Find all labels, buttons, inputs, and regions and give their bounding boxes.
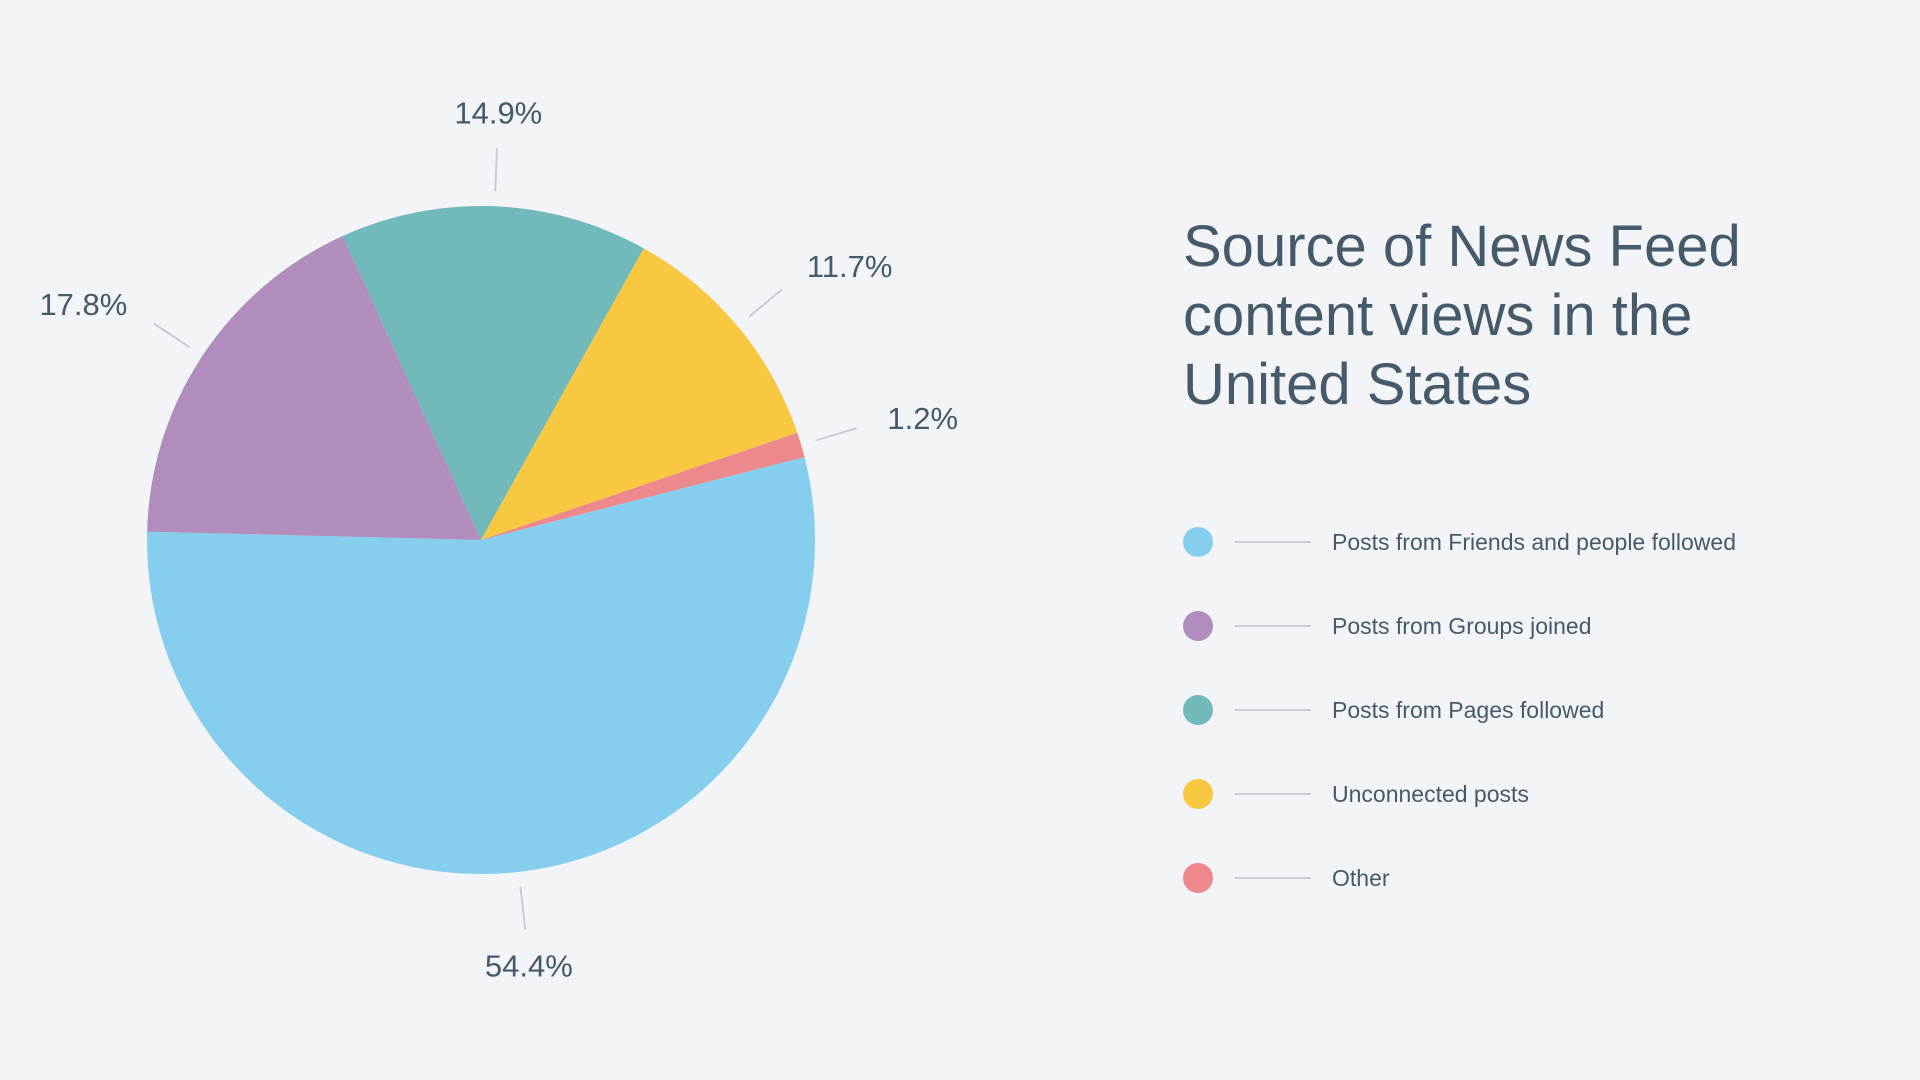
leader-line-other bbox=[815, 427, 858, 442]
pie-slice-unconnected bbox=[481, 248, 798, 540]
legend-swatch bbox=[1183, 527, 1213, 557]
pie-slice-friends bbox=[147, 456, 816, 875]
legend-connector-line bbox=[1235, 625, 1311, 627]
legend-label: Other bbox=[1332, 864, 1390, 891]
data-label-groups: 17.8% bbox=[39, 287, 127, 322]
legend-item-pages: Posts from Pages followed bbox=[1183, 668, 1736, 752]
data-label-pages: 14.9% bbox=[454, 95, 542, 130]
chart-title: Source of News Feed content views in the… bbox=[1183, 214, 1741, 417]
legend-swatch bbox=[1183, 611, 1213, 641]
legend: Posts from Friends and people followed P… bbox=[1183, 500, 1736, 920]
legend-label: Unconnected posts bbox=[1332, 780, 1529, 807]
leader-line-friends bbox=[519, 886, 527, 930]
legend-label: Posts from Pages followed bbox=[1332, 696, 1605, 723]
leader-line-groups bbox=[153, 322, 191, 349]
legend-item-groups: Posts from Groups joined bbox=[1183, 584, 1736, 668]
legend-connector-line bbox=[1235, 709, 1311, 711]
legend-swatch bbox=[1183, 779, 1213, 809]
legend-connector-line bbox=[1235, 541, 1311, 543]
legend-label: Posts from Groups joined bbox=[1332, 612, 1592, 639]
legend-item-unconnected: Unconnected posts bbox=[1183, 752, 1736, 836]
legend-item-friends: Posts from Friends and people followed bbox=[1183, 500, 1736, 584]
pie-slices bbox=[147, 205, 816, 875]
legend-swatch bbox=[1183, 695, 1213, 725]
leader-lines bbox=[153, 148, 858, 930]
data-label-other: 1.2% bbox=[887, 401, 958, 436]
data-labels: 54.4% 17.8% 14.9% 11.7% 1.2% bbox=[39, 95, 958, 983]
legend-label: Posts from Friends and people followed bbox=[1332, 528, 1736, 555]
legend-connector-line bbox=[1235, 877, 1311, 879]
leader-line-pages bbox=[494, 148, 499, 192]
data-label-unconnected: 11.7% bbox=[807, 249, 893, 284]
pie-slice-groups bbox=[147, 236, 482, 540]
data-label-friends: 54.4% bbox=[485, 948, 573, 983]
legend-item-other: Other bbox=[1183, 836, 1736, 920]
legend-connector-line bbox=[1235, 793, 1311, 795]
leader-line-unconnected bbox=[748, 288, 783, 318]
pie-slice-pages bbox=[342, 205, 644, 540]
legend-swatch bbox=[1183, 863, 1213, 893]
pie-slice-other bbox=[481, 432, 805, 540]
